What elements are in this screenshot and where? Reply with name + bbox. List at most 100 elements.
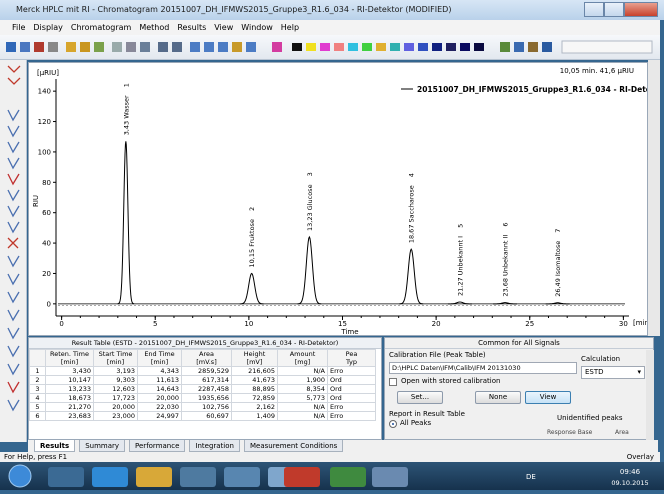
signals-panel: Common for All Signals Calibration File … bbox=[384, 337, 654, 440]
toolbar-icons bbox=[6, 40, 653, 54]
header-line: [mV] bbox=[246, 358, 263, 366]
clock-time[interactable]: 09:46 bbox=[620, 468, 641, 476]
cell: 3,193 bbox=[93, 366, 138, 376]
tab-bar: Results Summary Performance Integration Meas… bbox=[28, 440, 658, 452]
header-line: Reten. Time bbox=[50, 350, 89, 359]
header-line: Amount bbox=[289, 350, 316, 359]
cell: N/A bbox=[277, 366, 328, 376]
cell: 2859,529 bbox=[181, 366, 232, 376]
calculation-value: ESTD bbox=[585, 368, 604, 376]
tool-icons[interactable] bbox=[6, 40, 653, 54]
calibration-label: Calibration File (Peak Table) bbox=[389, 351, 486, 359]
cell: 14,643 bbox=[137, 384, 182, 394]
header-line: Area bbox=[199, 350, 214, 359]
peak bbox=[545, 302, 570, 305]
checkbox[interactable] bbox=[389, 378, 397, 386]
column-header: Reten. Time [min] bbox=[45, 349, 94, 367]
cell: 24,997 bbox=[137, 411, 182, 421]
cell: Erro bbox=[327, 402, 376, 412]
panel-title: Common for All Signals bbox=[385, 338, 653, 349]
calibration-file[interactable]: D:\HPLC Daten\IFM\Calib\IFM 20131030 bbox=[389, 362, 577, 374]
calculation-select[interactable]: ESTD ▾ bbox=[581, 366, 645, 379]
table-row[interactable]: 4 18,673 17,723 20,000 1935,656 72,859 5,773 Or… bbox=[29, 393, 376, 403]
window-buttons[interactable] bbox=[584, 2, 658, 17]
y-unit-label: [µRIU] bbox=[37, 69, 59, 77]
cell: 6 bbox=[29, 411, 46, 421]
cell: Erro bbox=[327, 411, 376, 421]
peak-label: 26,49 Isomaltose bbox=[554, 241, 562, 297]
cell: Ord bbox=[327, 375, 376, 385]
table-row[interactable]: 5 21,270 20,000 22,030 102,756 2,162 N/A Erro bbox=[29, 402, 376, 412]
tab[interactable]: Performance bbox=[129, 440, 186, 452]
maximize[interactable] bbox=[603, 2, 624, 17]
y-tick-label: 60 bbox=[42, 209, 51, 217]
cell: Erro bbox=[327, 366, 376, 376]
menu-item[interactable]: Chromatogram bbox=[70, 23, 132, 32]
vertical-scrollbar[interactable] bbox=[648, 60, 660, 336]
none-button[interactable]: None bbox=[475, 391, 521, 404]
report-option: All Peaks bbox=[400, 419, 432, 427]
menu-item[interactable]: Method bbox=[139, 23, 170, 32]
tab[interactable]: Results bbox=[34, 440, 76, 452]
peak-number: 6 bbox=[502, 222, 510, 226]
panel-scrollbar[interactable] bbox=[646, 350, 654, 440]
cell: 18,673 bbox=[45, 393, 94, 403]
radio-all-peaks[interactable] bbox=[389, 420, 397, 428]
clock-date[interactable]: 09.10.2015 bbox=[611, 479, 648, 487]
result-table: Reten. Time [min] Start Time [min] End Time[… bbox=[29, 349, 376, 421]
taskbar-icons[interactable]: DE 09:46 09.10.2015 bbox=[0, 462, 664, 490]
menu-item[interactable]: Window bbox=[241, 23, 273, 32]
cell: 9,303 bbox=[93, 375, 138, 385]
table-row[interactable]: 1 3,430 3,193 4,343 2859,529 216,605 N/A Erro bbox=[29, 366, 376, 376]
menu-item[interactable]: Results bbox=[177, 23, 207, 32]
status-bar: For Help, press F1 Overlay bbox=[0, 452, 660, 462]
cell: 22,030 bbox=[137, 402, 182, 412]
calculation-label: Calculation bbox=[581, 355, 621, 363]
column-header: Start Time [min] bbox=[93, 349, 138, 367]
header-line: [min] bbox=[150, 358, 169, 366]
set-button[interactable]: Set... bbox=[397, 391, 443, 404]
view-button[interactable]: View bbox=[525, 391, 571, 404]
y-tick-label: 20 bbox=[42, 270, 51, 278]
table-row[interactable]: 6 23,683 23,000 24,997 60,697 1,409 N/A Erro bbox=[29, 411, 376, 421]
cell: 60,697 bbox=[181, 411, 232, 421]
cell: 1,900 bbox=[277, 375, 328, 385]
peak-number: 7 bbox=[554, 229, 562, 233]
minimize[interactable] bbox=[584, 2, 604, 17]
x-tick-label: 0 bbox=[59, 320, 63, 328]
peak-label: 21,27 Unbekannt I bbox=[456, 236, 464, 296]
dropdown-arrow: ▾ bbox=[637, 368, 641, 376]
cell: N/A bbox=[277, 411, 328, 421]
close[interactable] bbox=[623, 2, 658, 17]
cell: 20,000 bbox=[137, 393, 182, 403]
cell: 8,354 bbox=[277, 384, 328, 394]
header-line: [min] bbox=[106, 358, 125, 366]
tab[interactable]: Summary bbox=[79, 440, 126, 452]
column-header: End Time [min] bbox=[137, 349, 182, 367]
peak-label: 10,15 Fruktose bbox=[248, 219, 256, 267]
menu-item[interactable]: Display bbox=[33, 23, 63, 32]
peak bbox=[493, 302, 518, 305]
response-label: Response Base bbox=[547, 429, 593, 436]
x-tick-label: 10 bbox=[244, 320, 253, 328]
peak-number: 1 bbox=[122, 83, 130, 87]
y-tick-label: 100 bbox=[38, 148, 51, 156]
cursor-readout: 10,05 min. 41,6 µRIU bbox=[560, 67, 634, 75]
menu-item[interactable]: File bbox=[12, 23, 26, 32]
header-line: Height bbox=[243, 350, 266, 359]
cell: 216,605 bbox=[231, 366, 278, 376]
unidentified-label: Unidentified peaks bbox=[557, 414, 623, 422]
left-tool-icons[interactable] bbox=[0, 60, 27, 442]
language[interactable]: DE bbox=[526, 473, 536, 481]
table-row[interactable]: 3 13,233 12,603 14,643 2287,458 88,895 8,354 Or… bbox=[29, 384, 376, 394]
peak-label: 3,43 Wasser bbox=[122, 95, 130, 135]
tab[interactable]: Measurement Conditions bbox=[243, 440, 344, 452]
header-line: [mV.s] bbox=[196, 358, 217, 366]
peak-label: 23,68 Unbekannt II bbox=[502, 235, 510, 297]
table-row[interactable]: 2 10,147 9,303 11,613 617,314 41,673 1,900 Ord bbox=[29, 375, 376, 385]
menu-item[interactable]: View bbox=[214, 23, 234, 32]
tab[interactable]: Integration bbox=[189, 440, 240, 452]
peak-number: 3 bbox=[306, 172, 314, 176]
menu-item[interactable]: Help bbox=[280, 23, 300, 32]
